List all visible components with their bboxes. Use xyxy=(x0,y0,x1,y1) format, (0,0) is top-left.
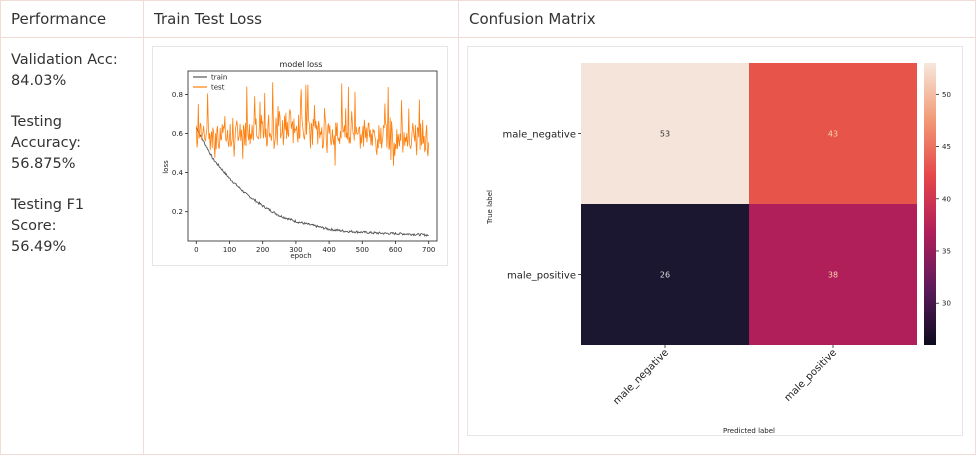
legend-label-train: train xyxy=(211,74,227,82)
validation-acc-metric: Validation Acc: 84.03% xyxy=(11,50,133,92)
loss-y-tick-label: 0.4 xyxy=(172,169,184,177)
cm-y-tick-label: male_negative xyxy=(502,130,576,141)
cm-cell-value: 38 xyxy=(828,271,838,280)
loss-x-tick-label: 500 xyxy=(356,246,369,254)
loss-y-tick-label: 0.6 xyxy=(172,130,184,138)
metric-value: 84.03% xyxy=(11,71,133,92)
confusion-chart-card: 53 43 26 38 male_negative male_positive male_n… xyxy=(467,46,963,436)
confusion-chart: 53 43 26 38 male_negative male_positive male_n… xyxy=(468,47,962,435)
cm-y-tick-label: male_positive xyxy=(507,271,576,282)
cm-cell-value: 43 xyxy=(828,130,838,139)
cm-x-label: Predicted label xyxy=(723,427,775,435)
loss-x-tick-label: 0 xyxy=(194,246,198,254)
cm-x-tick-label: male_positive xyxy=(783,347,840,404)
loss-x-tick-label: 700 xyxy=(422,246,435,254)
cm-cell-value: 53 xyxy=(660,130,670,139)
loss-y-label: loss xyxy=(162,160,170,174)
loss-chart-card: model loss epoch loss 0 100 200 300 400 500 60… xyxy=(152,46,448,266)
header-row: Performance Train Test Loss Confusion Ma… xyxy=(1,1,976,38)
loss-y-tick-label: 0.2 xyxy=(172,208,183,216)
cm-y-label: True label xyxy=(486,190,494,225)
content-row: Validation Acc: 84.03% Testing Accuracy:… xyxy=(1,38,976,455)
cm-colorbar: 50 45 40 35 30 xyxy=(924,63,951,345)
loss-x-tick-label: 400 xyxy=(322,246,335,254)
testing-f1-metric: Testing F1 Score: 56.49% xyxy=(11,195,133,258)
loss-legend: train test xyxy=(193,74,227,92)
metric-value: 56.49% xyxy=(11,237,133,258)
colorbar-tick-label: 35 xyxy=(942,248,951,256)
loss-header: Train Test Loss xyxy=(144,1,459,38)
colorbar-tick-label: 45 xyxy=(942,143,951,151)
performance-header: Performance xyxy=(1,1,144,38)
testing-accuracy-metric: Testing Accuracy: 56.875% xyxy=(11,112,133,175)
loss-y-tick-label: 0.8 xyxy=(172,91,183,99)
performance-cell: Validation Acc: 84.03% Testing Accuracy:… xyxy=(1,38,144,455)
loss-chart: model loss epoch loss 0 100 200 300 400 500 60… xyxy=(153,47,447,265)
legend-label-test: test xyxy=(211,84,225,92)
loss-x-tick-label: 200 xyxy=(256,246,269,254)
metric-label: Validation Acc: xyxy=(11,50,133,71)
colorbar-tick-label: 50 xyxy=(942,91,951,99)
loss-series-test xyxy=(196,82,428,166)
confusion-cell: 53 43 26 38 male_negative male_positive male_n… xyxy=(459,38,976,455)
loss-x-tick-label: 300 xyxy=(289,246,302,254)
loss-cell: model loss epoch loss 0 100 200 300 400 500 60… xyxy=(144,38,459,455)
cm-cell-value: 26 xyxy=(660,271,670,280)
metric-label: Testing F1 Score: xyxy=(11,195,133,237)
metric-value: 56.875% xyxy=(11,154,133,175)
colorbar-tick-label: 30 xyxy=(942,300,951,308)
cm-x-tick-label: male_negative xyxy=(611,347,671,407)
loss-chart-title: model loss xyxy=(280,60,323,69)
metric-label: Testing Accuracy: xyxy=(11,112,133,154)
colorbar-tick-label: 40 xyxy=(942,195,951,203)
loss-x-tick-label: 100 xyxy=(223,246,236,254)
colorbar-gradient xyxy=(924,63,936,345)
loss-x-tick-label: 600 xyxy=(389,246,402,254)
loss-plot-frame xyxy=(188,71,437,241)
confusion-header: Confusion Matrix xyxy=(459,1,976,38)
